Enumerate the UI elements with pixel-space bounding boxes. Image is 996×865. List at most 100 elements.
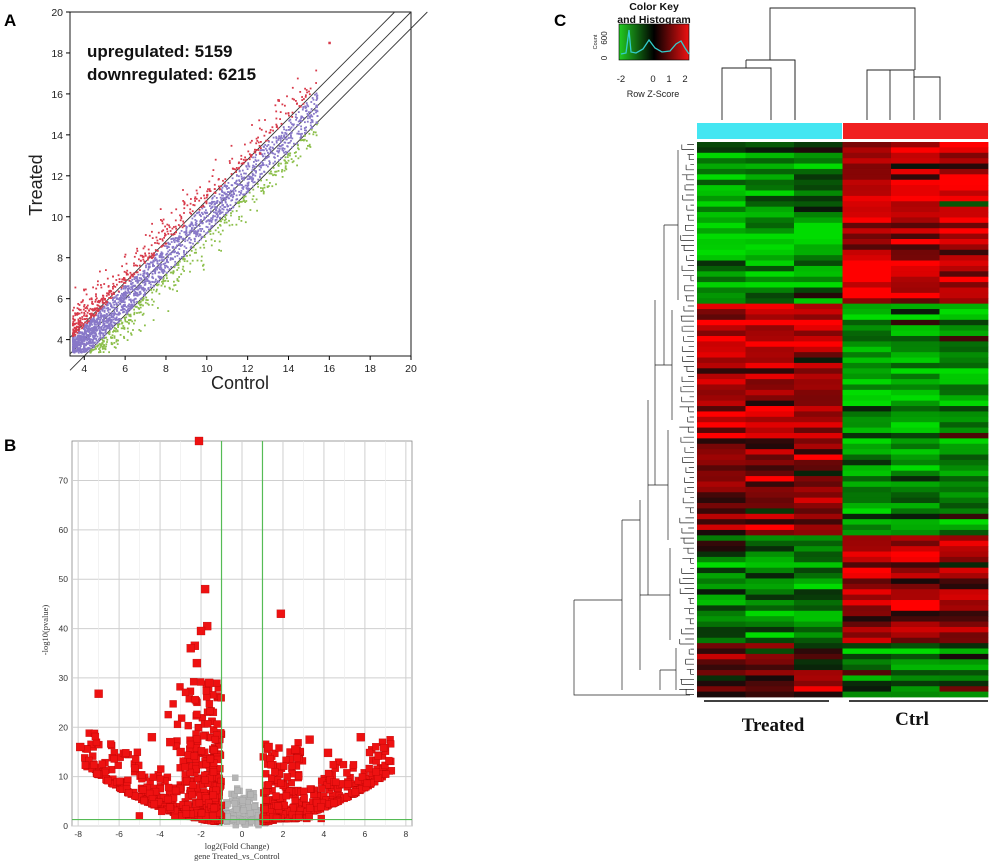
scatter-point (92, 286, 94, 289)
scatter-point (121, 300, 124, 303)
scatter-point (110, 320, 112, 322)
scatter-point (117, 324, 120, 327)
heatmap-cell (794, 362, 843, 369)
scatter-point (102, 345, 105, 348)
scatter-point (190, 245, 193, 248)
scatter-point (112, 318, 115, 321)
scatter-point (144, 324, 146, 327)
heatmap-cell (697, 653, 746, 660)
scatter-point (157, 242, 160, 245)
scatter-point (238, 169, 241, 172)
volcano-point (323, 748, 333, 758)
heatmap-cell (939, 152, 989, 159)
scatter-point (291, 137, 294, 140)
scatter-point (225, 186, 228, 188)
scatter-point (209, 202, 212, 204)
scatter-point (305, 126, 307, 129)
scatter-point (109, 303, 112, 305)
heatmap-cell (794, 260, 843, 267)
scatter-point (159, 253, 162, 255)
scatter-point (208, 202, 211, 205)
scatter-point (279, 111, 282, 113)
scatter-point (274, 170, 277, 173)
heatmap-cell (891, 573, 940, 579)
scatter-point (147, 265, 150, 268)
scatter-point (138, 311, 140, 314)
scatter-point (106, 303, 109, 305)
scatter-point (307, 117, 309, 120)
heatmap-cell (794, 626, 843, 633)
scatter-point (254, 166, 257, 168)
volcano-point (197, 678, 205, 686)
scatter-point (110, 321, 113, 324)
heatmap-cell (842, 519, 892, 525)
scatter-point (183, 231, 186, 233)
heatmap-cell (745, 163, 795, 170)
scatter-point (280, 122, 283, 125)
heatmap-cell (891, 605, 940, 612)
scatter-point (231, 167, 234, 170)
scatter-point (162, 218, 165, 221)
heatmap-cell (842, 152, 892, 159)
scatter-point (166, 258, 168, 261)
scatter-point (121, 321, 124, 324)
heatmap-cell (891, 174, 940, 181)
heatmap-cell (745, 524, 795, 531)
heatmap-cell (891, 492, 940, 499)
scatter-point (269, 182, 271, 184)
scatter-point (262, 145, 265, 148)
row-dendrogram (573, 144, 694, 696)
scatter-point (112, 291, 115, 294)
x-tick-label: -2 (197, 829, 205, 839)
scatter-point (176, 290, 178, 292)
heatmap-cell (697, 325, 746, 331)
scatter-point (130, 274, 133, 277)
scatter-point (181, 238, 184, 241)
scatter-point (301, 96, 303, 98)
heatmap-cell (697, 454, 746, 461)
scatter-point (81, 348, 83, 351)
volcano-point (184, 721, 192, 730)
x-tick-label: 16 (323, 363, 335, 375)
scatter-point (206, 226, 209, 229)
heatmap-cell (842, 556, 892, 563)
heatmap-cell (697, 589, 746, 596)
scatter-point (162, 282, 164, 285)
scatter-point (132, 275, 134, 278)
scatter-point (123, 255, 126, 258)
scatter-point (90, 327, 93, 329)
scatter-point (260, 164, 263, 167)
scatter-point (207, 219, 210, 221)
heatmap-cell (891, 271, 940, 278)
color-key-xtick-0: 0 (650, 74, 655, 85)
scatter-point (283, 169, 286, 172)
scatter-point (124, 304, 126, 306)
scatter-point (94, 313, 97, 316)
scatter-point (180, 230, 183, 232)
heatmap-cell (697, 368, 746, 375)
scatter-point (264, 155, 267, 158)
scatter-point (83, 344, 85, 346)
scatter-point (133, 303, 136, 306)
heatmap-cell (697, 179, 746, 186)
heatmap-cell (697, 195, 746, 202)
scatter-point (269, 161, 271, 164)
scatter-point (179, 235, 182, 238)
scatter-point (119, 300, 122, 303)
heatmap-cell (842, 659, 892, 666)
scatter-point (196, 230, 199, 233)
scatter-point (240, 154, 243, 157)
scatter-point (141, 254, 144, 257)
scatter-point (200, 255, 203, 258)
scatter-point (98, 312, 100, 315)
heatmap-cell (842, 637, 892, 644)
scatter-point (263, 134, 266, 137)
scatter-point (114, 319, 117, 321)
scatter-point (266, 156, 269, 158)
volcano-point (305, 813, 313, 821)
heatmap-cell (745, 508, 795, 515)
scatter-point (180, 217, 183, 220)
volcano-point (81, 761, 89, 769)
heatmap-cell (842, 201, 892, 208)
heatmap-cell (697, 546, 746, 552)
